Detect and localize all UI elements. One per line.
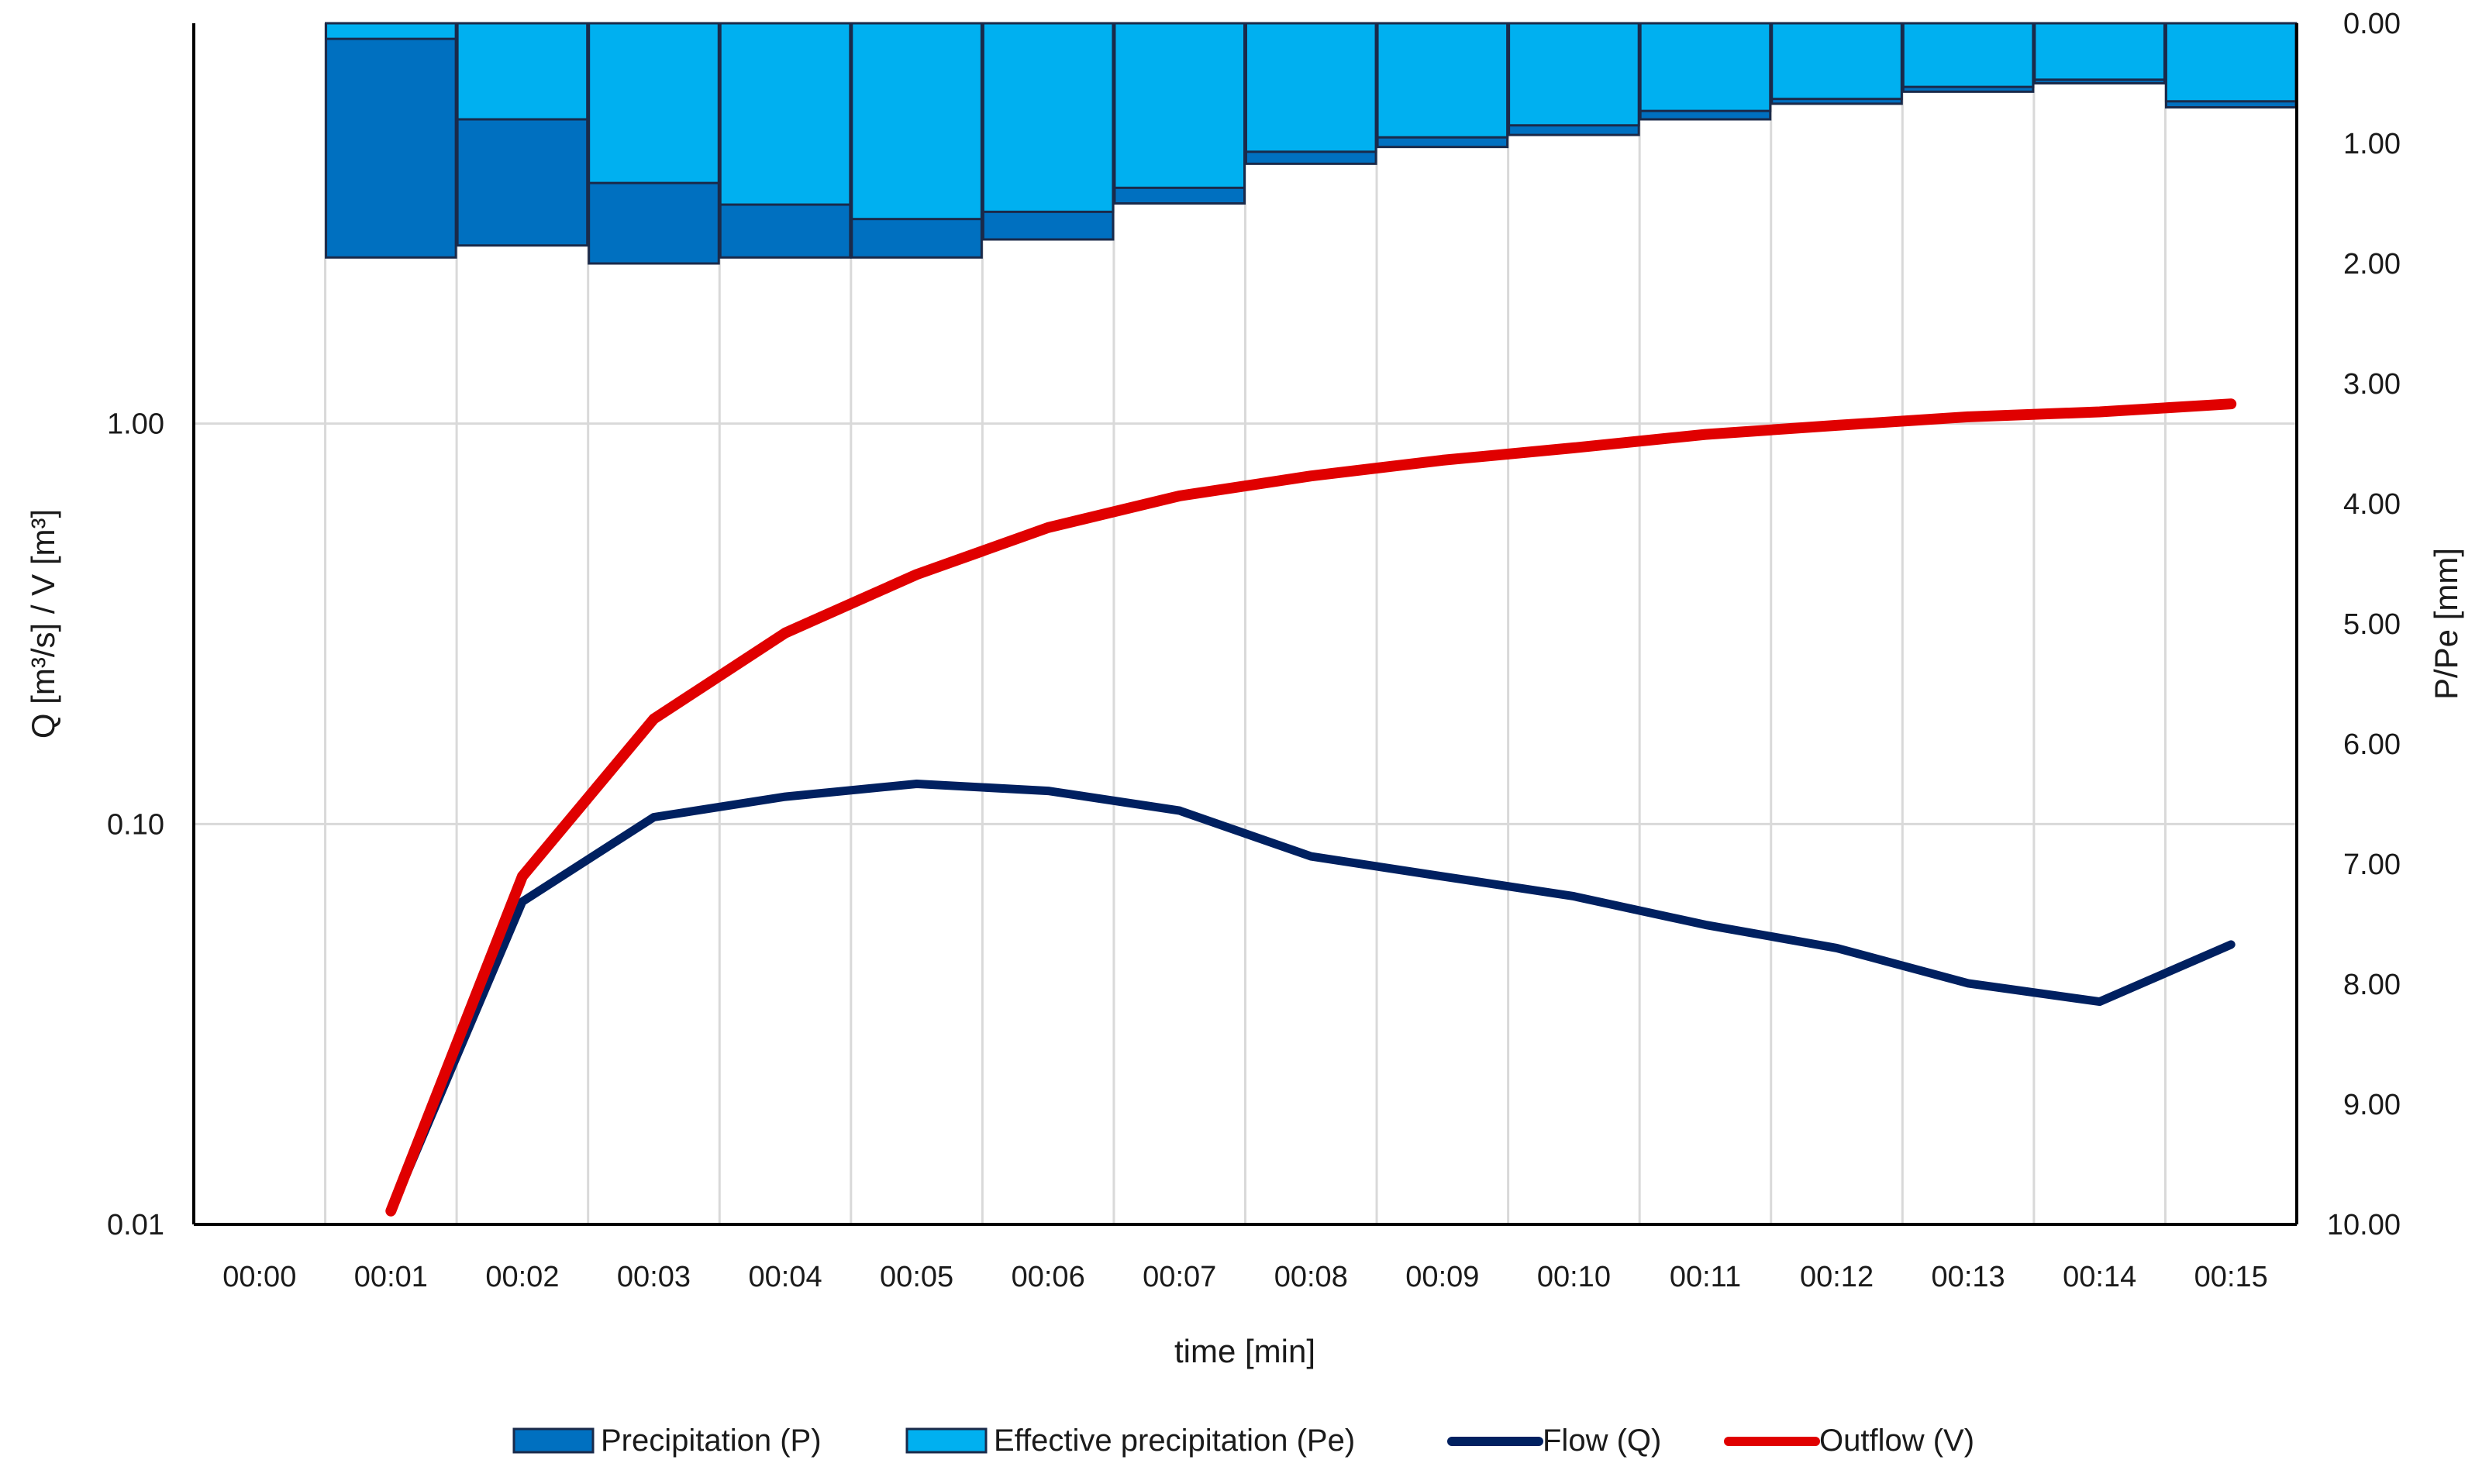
effective-precipitation-bar <box>325 22 457 40</box>
y-right-tick-label: 6.00 <box>2343 728 2401 761</box>
y-left-tick-label: 1.00 <box>107 408 164 441</box>
precipitation-bars <box>325 22 2298 265</box>
x-tick-label: 00:12 <box>1800 1261 1874 1293</box>
legend-item-effective-precipitation: Effective precipitation (Pe) <box>905 1424 1355 1458</box>
outflow-v-line <box>385 398 2237 1217</box>
y-right-tick-label: 4.00 <box>2343 488 2401 521</box>
y-right-axis-title: P/Pe [mm] <box>2428 548 2464 700</box>
y-right-tick-label: 7.00 <box>2343 849 2401 881</box>
effective-precipitation-bar <box>1376 22 1509 139</box>
legend-item-precipitation: Precipitation (P) <box>512 1424 822 1458</box>
x-axis-tick-labels: 00:00 00:01 00:02 00:03 00:04 00:05 00:06 00:07… <box>222 1261 2268 1293</box>
left-axis-tick-labels: 0.01 0.10 1.00 <box>107 408 164 1241</box>
x-tick-label: 00:10 <box>1537 1261 1611 1293</box>
effective-precipitation-bar <box>1245 22 1377 153</box>
x-tick-label: 00:11 <box>1670 1261 1741 1293</box>
x-tick-label: 00:15 <box>2194 1261 2268 1293</box>
effective-precipitation-bar <box>2033 22 2166 81</box>
y-right-tick-label: 3.00 <box>2343 368 2401 401</box>
legend: Precipitation (P) Effective precipitatio… <box>512 1424 1974 1458</box>
effective-precipitation-bar <box>456 22 589 121</box>
effective-precipitation-bar <box>1639 22 1772 112</box>
x-tick-label: 00:08 <box>1274 1261 1348 1293</box>
x-tick-label: 00:09 <box>1405 1261 1479 1293</box>
effective-precipitation-bar <box>850 22 983 221</box>
y-left-tick-label: 0.10 <box>107 808 164 841</box>
x-tick-label: 00:06 <box>1012 1261 1085 1293</box>
y-right-tick-label: 1.00 <box>2343 128 2401 160</box>
x-axis-title: time [min] <box>1174 1333 1315 1369</box>
effective-precipitation-bar <box>588 22 720 184</box>
y-right-tick-label: 2.00 <box>2343 248 2401 281</box>
effective-precipitation-bar <box>2164 22 2298 103</box>
y-left-axis-title: Q [m³/s] / V [m³] <box>25 509 61 739</box>
effective-precipitation-bar <box>719 22 852 206</box>
x-tick-label: 00:02 <box>485 1261 559 1293</box>
legend-item-flow: Flow (Q) <box>1447 1424 1661 1458</box>
flow-q-line <box>386 780 2236 1216</box>
x-tick-label: 00:04 <box>748 1261 822 1293</box>
legend-label-precipitation: Precipitation (P) <box>601 1424 822 1458</box>
x-tick-label: 00:00 <box>222 1261 296 1293</box>
effective-precipitation-bar <box>1770 22 1903 101</box>
x-tick-label: 00:07 <box>1143 1261 1216 1293</box>
y-right-tick-label: 8.00 <box>2343 969 2401 1001</box>
legend-swatch-precipitation <box>512 1427 595 1454</box>
effective-precipitation-bar <box>1113 22 1246 189</box>
axes <box>192 23 2298 1226</box>
y-right-tick-label: 9.00 <box>2343 1089 2401 1121</box>
legend-label-outflow: Outflow (V) <box>1819 1424 1974 1458</box>
x-tick-label: 00:13 <box>1932 1261 2005 1293</box>
effective-precipitation-bar <box>1508 22 1640 127</box>
legend-item-outflow: Outflow (V) <box>1724 1424 1974 1458</box>
legend-label-effective-precipitation: Effective precipitation (Pe) <box>994 1424 1355 1458</box>
y-left-tick-label: 0.01 <box>107 1209 164 1241</box>
legend-swatch-effective-precipitation <box>905 1427 988 1454</box>
x-tick-label: 00:05 <box>880 1261 953 1293</box>
y-right-tick-label: 5.00 <box>2343 608 2401 641</box>
effective-precipitation-bar <box>1901 22 2035 88</box>
y-right-tick-label: 10.00 <box>2327 1209 2401 1241</box>
x-tick-label: 00:03 <box>617 1261 691 1293</box>
flow-lines <box>385 398 2237 1217</box>
x-tick-label: 00:14 <box>2063 1261 2136 1293</box>
y-right-tick-label: 0.00 <box>2343 8 2401 40</box>
legend-label-flow: Flow (Q) <box>1543 1424 1661 1458</box>
precipitation-bar <box>325 22 457 259</box>
right-axis-tick-labels: 0.00 1.00 2.00 3.00 4.00 5.00 6.00 7.00 8.00 9.00… <box>2327 8 2401 1241</box>
effective-precipitation-bar <box>981 22 1115 213</box>
x-tick-label: 00:01 <box>354 1261 428 1293</box>
